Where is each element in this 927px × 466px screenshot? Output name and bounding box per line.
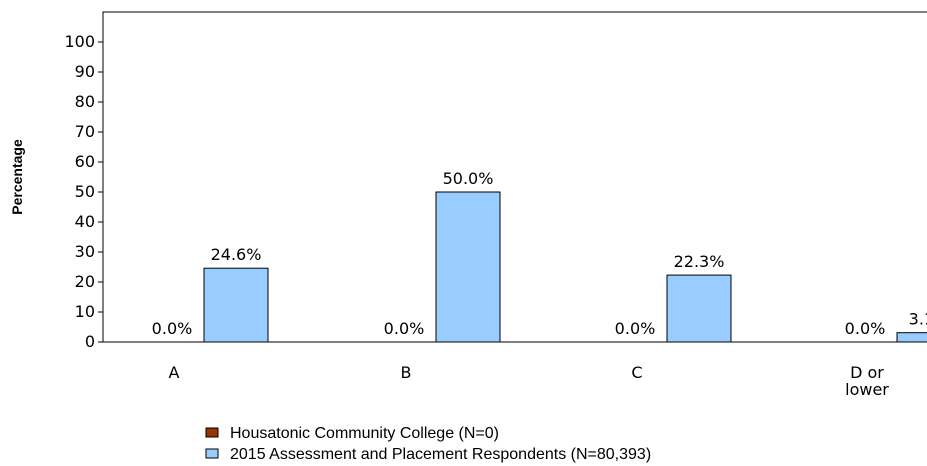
bar-series-2: [435, 191, 501, 343]
category-labels: A B C D or lower: [169, 363, 890, 399]
y-tick-label: 30: [75, 242, 95, 261]
legend-label: 2015 Assessment and Placement Respondent…: [230, 446, 651, 463]
y-tick-label: 40: [75, 212, 95, 231]
y-tick-label: 60: [75, 152, 95, 171]
legend-swatch: [205, 448, 219, 459]
data-labels: 0.0% 24.6% 0.0% 50.0% 0.0% 22.3% 0.0% 3.1%: [152, 169, 927, 338]
y-tick-label: 70: [75, 122, 95, 141]
bar-series-2: [896, 332, 927, 343]
data-label-series-1: 0.0%: [845, 319, 886, 338]
data-label-series-1: 0.0%: [384, 319, 425, 338]
y-tick-label: 50: [75, 182, 95, 201]
y-tick-label: 100: [64, 32, 95, 51]
bar-series-2: [203, 267, 269, 343]
category-label: A: [169, 363, 180, 382]
data-label-series-2: 50.0%: [443, 169, 494, 188]
category-label: D or lower: [845, 363, 889, 399]
legend-label: Housatonic Community College (N=0): [230, 425, 499, 442]
bar-series-2: [666, 274, 732, 343]
category-label: C: [631, 363, 642, 382]
y-tick-label: 10: [75, 302, 95, 321]
y-axis-ticks: 0 10 20 30 40 50 60 70 80 90 100: [64, 32, 103, 351]
y-tick-label: 20: [75, 272, 95, 291]
plot-frame: [102, 11, 927, 343]
y-axis-label: Percentage: [9, 139, 25, 215]
legend: Housatonic Community College (N=0) 2015 A…: [205, 425, 651, 463]
legend-swatch: [205, 427, 219, 438]
data-label-series-2: 3.1%: [909, 310, 927, 329]
data-label-series-2: 24.6%: [211, 245, 262, 264]
y-tick-label: 90: [75, 62, 95, 81]
data-label-series-1: 0.0%: [615, 319, 656, 338]
y-tick-label: 80: [75, 92, 95, 111]
category-label: B: [401, 363, 412, 382]
bars: [203, 191, 927, 343]
data-label-series-1: 0.0%: [152, 319, 193, 338]
data-label-series-2: 22.3%: [674, 252, 725, 271]
y-tick-label: 0: [85, 332, 95, 351]
